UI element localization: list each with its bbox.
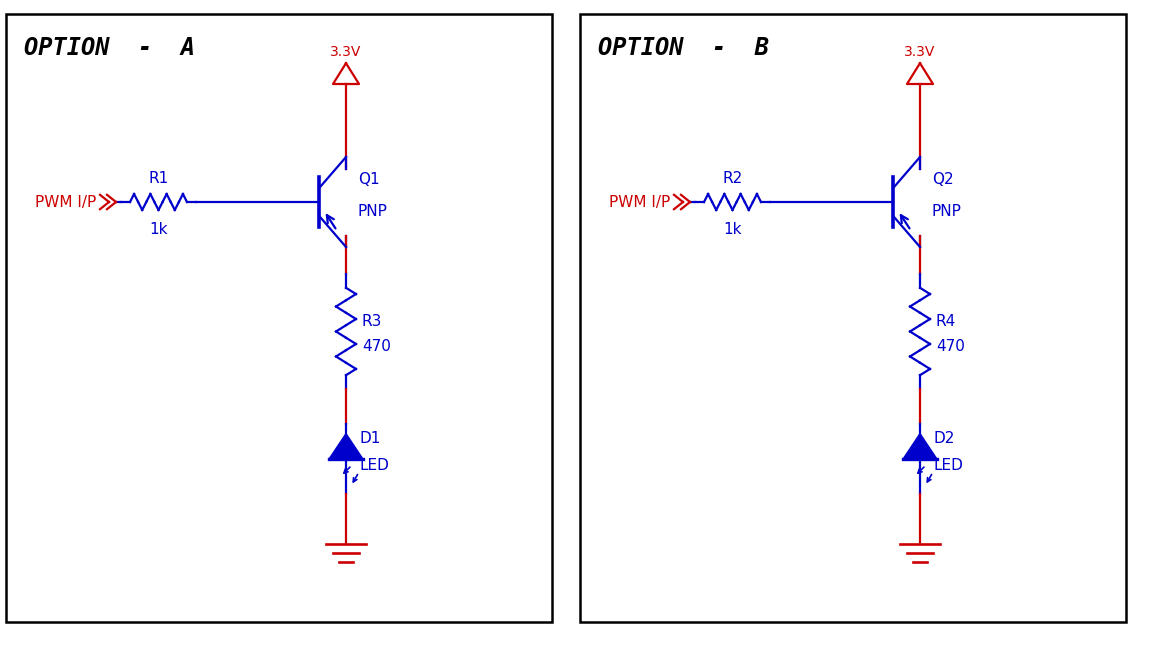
Text: R3: R3 xyxy=(362,314,382,329)
Text: LED: LED xyxy=(359,458,389,473)
Text: R1: R1 xyxy=(149,171,168,186)
Text: 1k: 1k xyxy=(723,222,742,237)
Text: OPTION  -  A: OPTION - A xyxy=(24,36,195,60)
Bar xyxy=(6,14,552,622)
Text: Q2: Q2 xyxy=(932,172,954,187)
Text: PWM I/P: PWM I/P xyxy=(608,194,670,209)
Text: PWM I/P: PWM I/P xyxy=(35,194,96,209)
Text: LED: LED xyxy=(934,458,964,473)
Text: OPTION  -  B: OPTION - B xyxy=(598,36,770,60)
Text: D2: D2 xyxy=(934,431,955,446)
Text: Q1: Q1 xyxy=(358,172,380,187)
Text: 3.3V: 3.3V xyxy=(904,45,935,59)
Text: D1: D1 xyxy=(359,431,381,446)
Polygon shape xyxy=(903,434,937,459)
Text: 470: 470 xyxy=(362,339,391,354)
Text: PNP: PNP xyxy=(358,205,388,220)
Text: 1k: 1k xyxy=(150,222,168,237)
Bar xyxy=(579,14,1126,622)
Text: 470: 470 xyxy=(935,339,965,354)
Text: R4: R4 xyxy=(935,314,956,329)
Text: 3.3V: 3.3V xyxy=(331,45,362,59)
Text: PNP: PNP xyxy=(932,205,962,220)
Polygon shape xyxy=(329,434,363,459)
Text: R2: R2 xyxy=(722,171,743,186)
